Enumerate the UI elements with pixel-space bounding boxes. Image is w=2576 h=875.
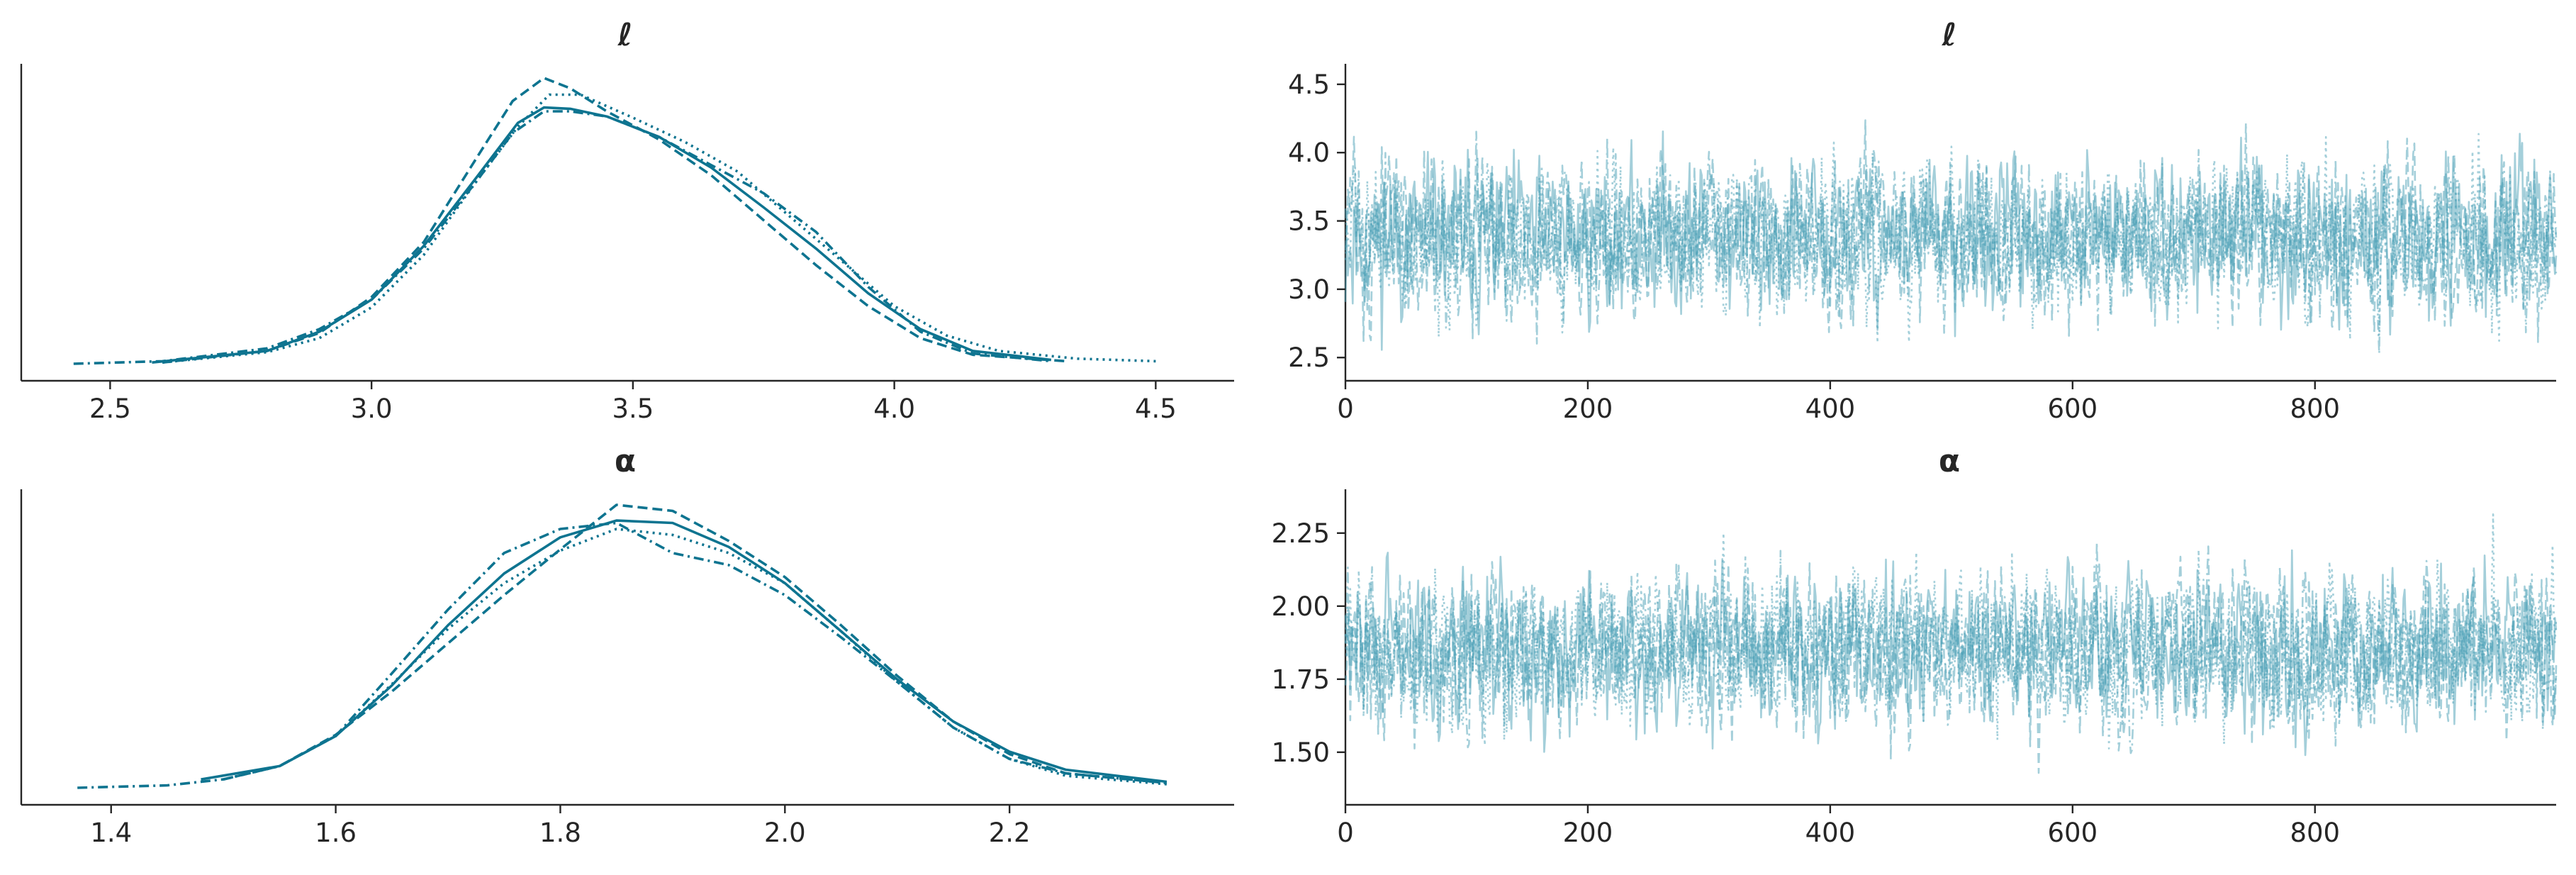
x-ticks: 1.4 1.6 1.8 2.0 2.2 [90, 805, 1031, 848]
y-tick-label: 4.0 [1288, 138, 1330, 168]
x-tick-label: 2.2 [989, 818, 1031, 848]
y-tick-label: 3.0 [1288, 274, 1330, 305]
x-tick-label: 200 [1563, 394, 1613, 424]
x-tick-label: 0 [1337, 818, 1354, 848]
trace-chain-line-4 [1344, 121, 2558, 355]
trace-chain-line-3 [1344, 133, 2558, 344]
kde-panel-l: ℓ 2.5 3.0 3.5 4.0 4.5 [20, 17, 1234, 424]
x-tick-label: 1.4 [90, 818, 132, 848]
x-tick-label: 600 [2048, 818, 2098, 848]
x-tick-label: 4.5 [1135, 394, 1177, 424]
y-tick-label: 1.50 [1272, 737, 1330, 768]
y-ticks: 2.5 3.0 3.5 4.0 4.5 [1288, 69, 1345, 373]
x-tick-label: 4.0 [873, 394, 915, 424]
kde-series-line-4 [73, 110, 1052, 365]
trace-chain-line-4 [1344, 541, 2558, 754]
x-ticks: 2.5 3.0 3.5 4.0 4.5 [89, 381, 1177, 424]
panel-title: α [615, 443, 636, 479]
x-tick-label: 3.5 [612, 394, 654, 424]
y-tick-label: 2.5 [1288, 342, 1330, 373]
trace-lines [1344, 119, 2558, 355]
panel-title: α [1939, 443, 1960, 479]
x-tick-label: 400 [1805, 818, 1856, 848]
x-tick-label: 2.0 [764, 818, 806, 848]
trace-panel-alpha: α 0 200 400 600 800 1.50 1.75 2.00 2.25 [1272, 443, 2558, 848]
kde-series-line-3 [223, 528, 1167, 786]
x-tick-label: 1.6 [315, 818, 357, 848]
y-tick-label: 2.25 [1272, 518, 1330, 549]
y-tick-label: 4.5 [1288, 69, 1330, 100]
kde-lines [73, 77, 1156, 365]
x-tick-label: 200 [1563, 818, 1613, 848]
x-tick-label: 600 [2048, 394, 2098, 424]
x-ticks: 0 200 400 600 800 [1337, 381, 2340, 424]
kde-series-line-1 [201, 519, 1167, 784]
x-tick-label: 1.8 [539, 818, 581, 848]
kde-series-line-2 [223, 503, 1167, 784]
x-tick-label: 0 [1337, 394, 1354, 424]
kde-series-line-1 [152, 106, 1052, 364]
y-ticks: 1.50 1.75 2.00 2.25 [1272, 518, 1345, 768]
x-tick-label: 800 [2290, 818, 2340, 848]
panel-title: ℓ [1942, 17, 1957, 53]
kde-series-line-4 [77, 521, 1167, 789]
trace-panel-l: ℓ 0 200 400 600 800 2.5 3.0 3.5 4.0 4.5 [1288, 17, 2558, 424]
y-tick-label: 3.5 [1288, 206, 1330, 237]
kde-series-line-3 [162, 93, 1156, 364]
y-tick-label: 1.75 [1272, 664, 1330, 695]
trace-lines [1344, 513, 2558, 774]
x-tick-label: 2.5 [89, 394, 131, 424]
kde-panel-alpha: α 1.4 1.6 1.8 2.0 2.2 [20, 443, 1234, 848]
x-ticks: 0 200 400 600 800 [1337, 805, 2340, 848]
x-tick-label: 800 [2290, 394, 2340, 424]
x-tick-label: 400 [1805, 394, 1856, 424]
y-tick-label: 2.00 [1272, 591, 1330, 622]
kde-series-line-2 [162, 77, 1068, 364]
panel-title: ℓ [617, 17, 633, 53]
x-tick-label: 3.0 [351, 394, 393, 424]
kde-lines [77, 503, 1167, 789]
